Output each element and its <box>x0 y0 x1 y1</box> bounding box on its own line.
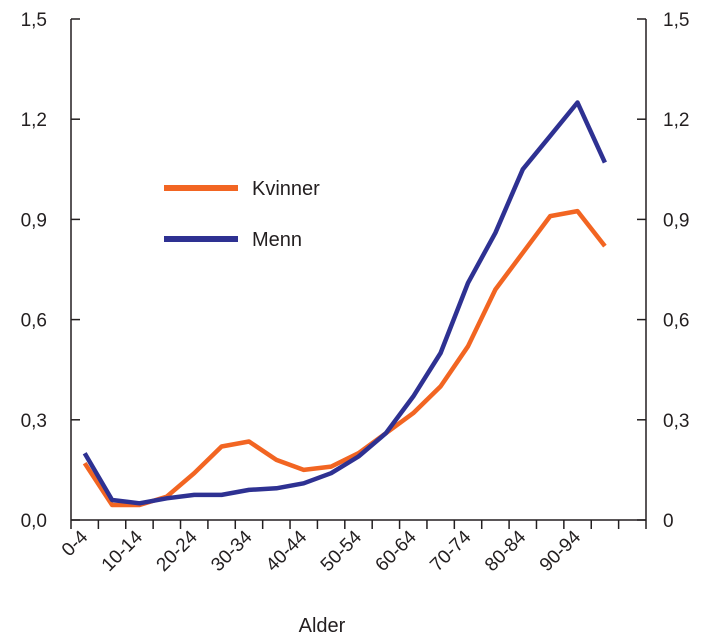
y-tick-label-right: 0 <box>663 511 674 532</box>
y-tick-label-right: 1,2 <box>663 110 689 131</box>
series-line-menn <box>82 100 607 506</box>
x-tick-label: 40-44 <box>262 526 312 576</box>
x-tick-label: 50-54 <box>317 526 367 576</box>
x-tick-label: 10-14 <box>98 526 148 576</box>
y-tick-label-right: 0,6 <box>663 311 689 332</box>
y-axis-right: 0 0,3 0,6 0,9 1,2 1,5 <box>637 10 689 532</box>
x-tick-label: 90-94 <box>536 526 586 576</box>
series-lines <box>82 100 607 508</box>
y-tick-label-left: 0,3 <box>21 411 47 432</box>
x-axis: 0-4 10-14 20-24 30-34 40-44 50-54 60-64 70-74 80… <box>58 520 647 576</box>
x-axis-title: Alder <box>299 615 346 637</box>
x-tick-label: 30-34 <box>207 526 257 576</box>
y-tick-label-left: 0,9 <box>21 210 47 231</box>
series-line-kvinner <box>82 208 607 508</box>
y-axis-left: 0,0 0,3 0,6 0,9 1,2 1,5 <box>21 10 80 532</box>
legend-label-kvinner: Kvinner <box>252 178 320 200</box>
x-tick-label: 20-24 <box>153 526 203 576</box>
plot-frame <box>70 19 647 521</box>
y-tick-label-left: 0,0 <box>21 511 47 532</box>
y-tick-label-left: 1,2 <box>21 110 47 131</box>
x-tick-label: 0-4 <box>58 526 93 561</box>
x-tick-label: 80-84 <box>481 526 531 576</box>
y-tick-label-right: 0,3 <box>663 411 689 432</box>
y-tick-label-left: 0,6 <box>21 311 47 332</box>
x-tick-label: 70-74 <box>426 526 476 576</box>
y-tick-label-right: 0,9 <box>663 210 689 231</box>
y-tick-label-left: 1,5 <box>21 10 47 31</box>
y-tick-label-right: 1,5 <box>663 10 689 31</box>
legend: Kvinner Menn <box>164 178 320 251</box>
legend-label-menn: Menn <box>252 229 302 251</box>
x-tick-label: 60-64 <box>372 526 422 576</box>
